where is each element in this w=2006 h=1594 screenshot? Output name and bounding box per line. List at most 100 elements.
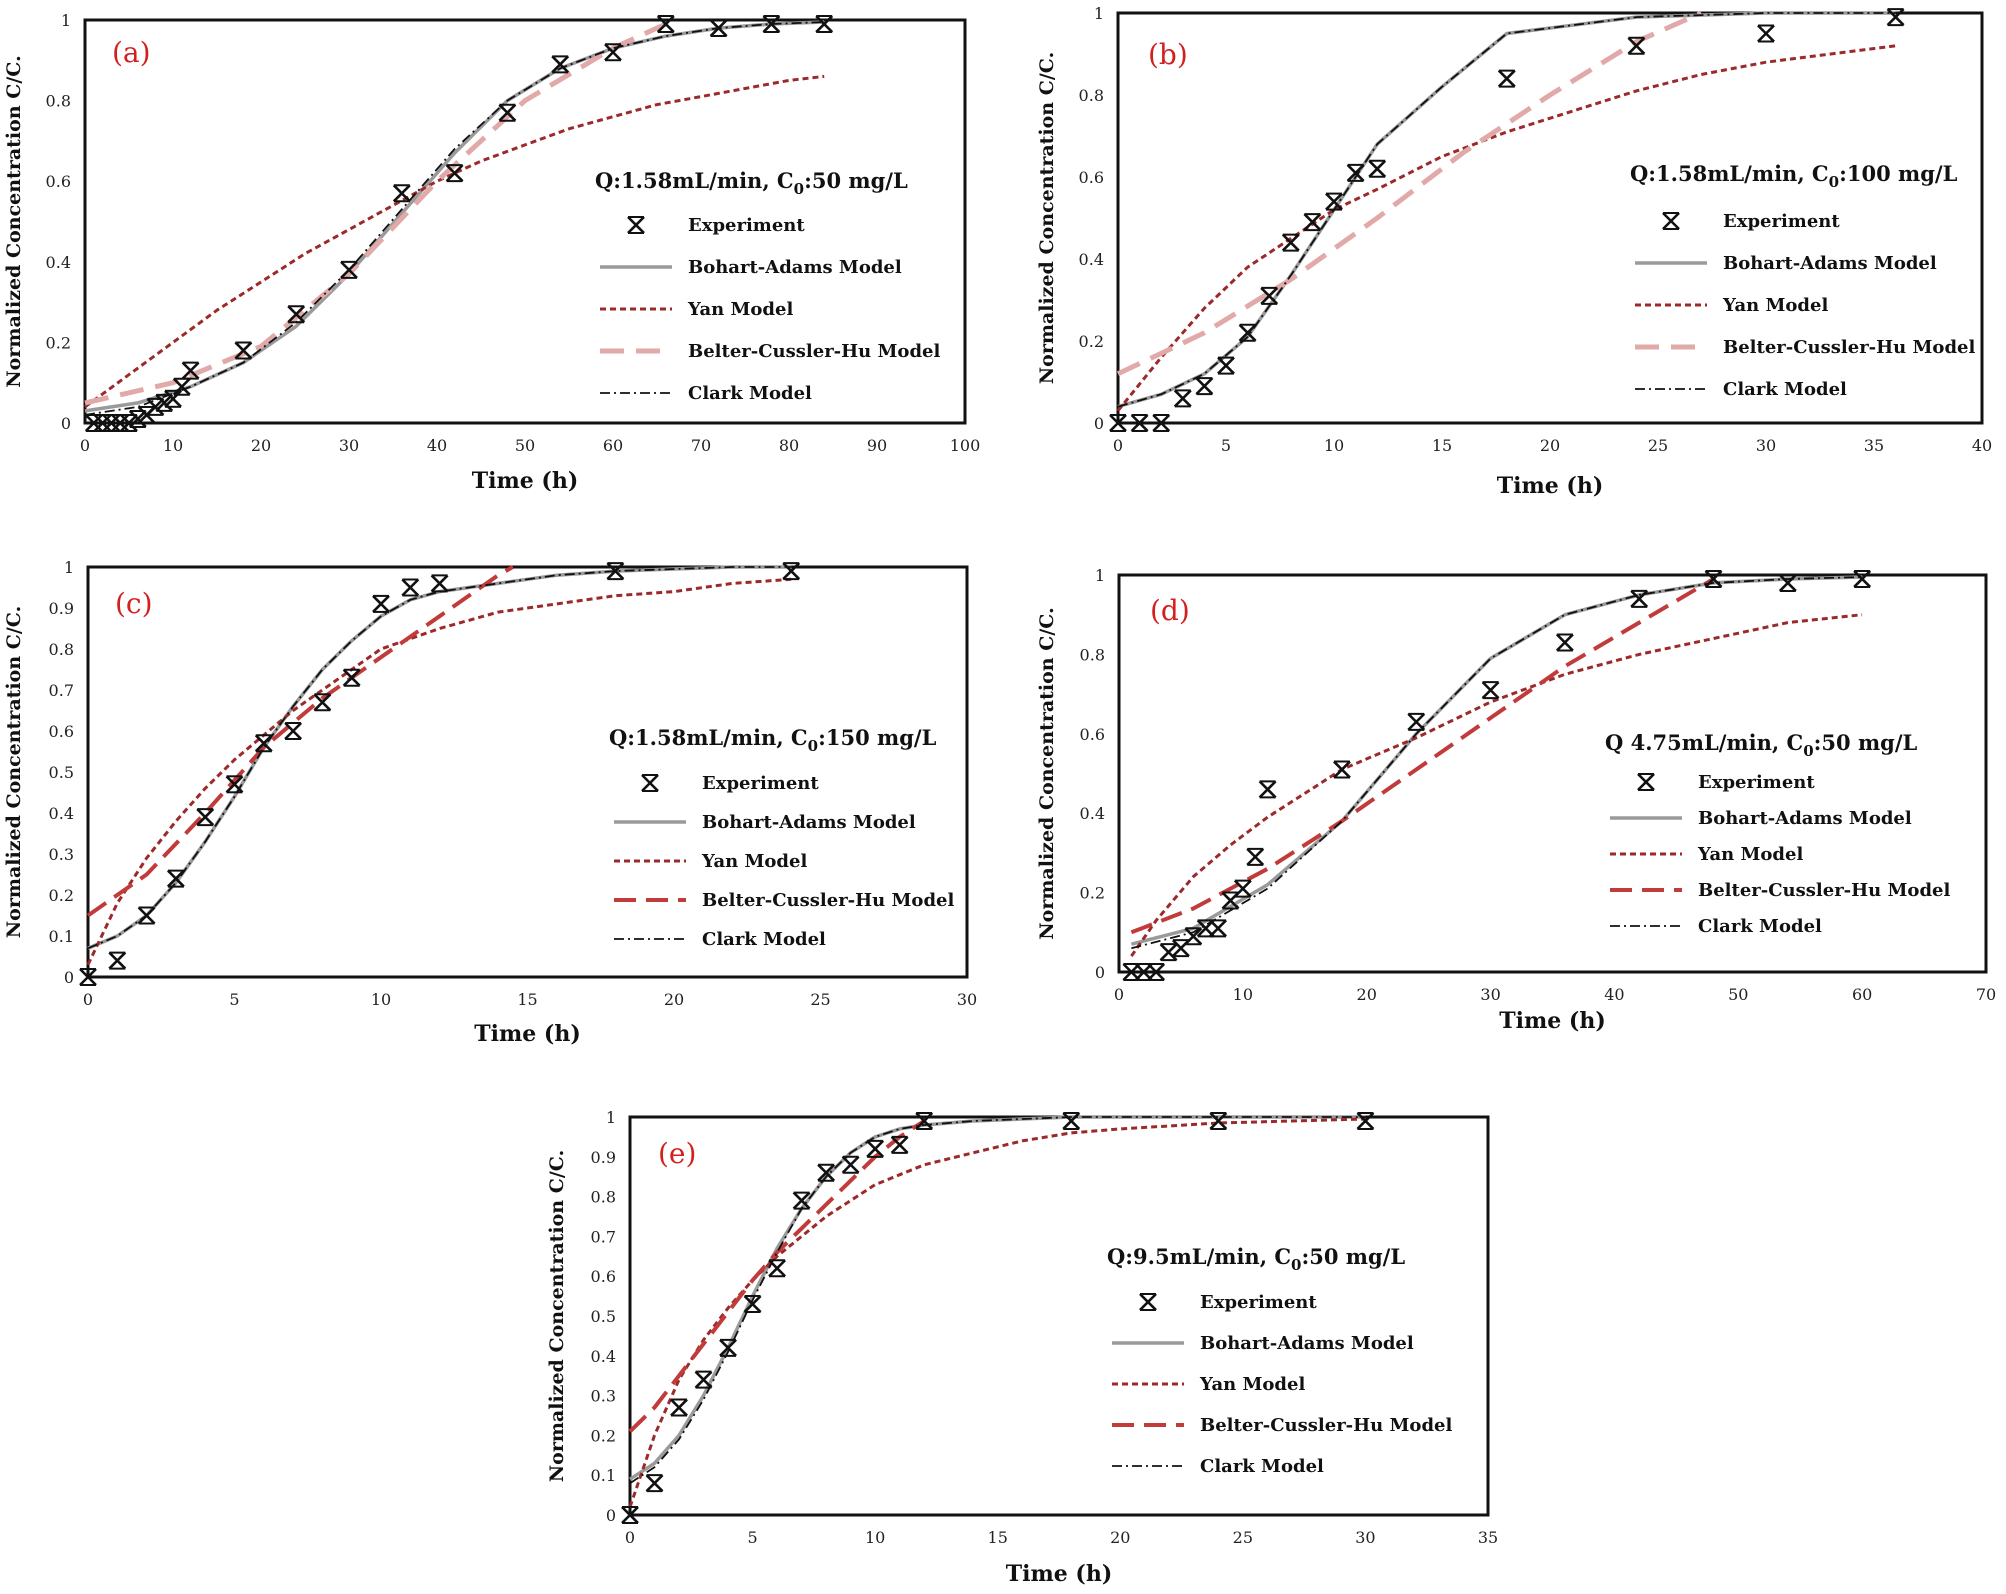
x-axis-label: Time (h) [472,468,578,494]
experiment-point [1555,633,1574,652]
y-tick-label: 0 [1095,963,1105,982]
experiment-point [1368,159,1387,178]
y-tick-label: 0.2 [1079,332,1104,351]
y-tick-label: 0.4 [591,1347,616,1366]
x-tick-label: 20 [251,436,271,455]
chart-panel-a: 0 10 20 30 40 50 60 70 80 90 100 0 0.2 0.4 0.6 0.8 1 Time… [3,11,980,494]
x-tick-label: 5 [1221,436,1231,455]
y-tick-label: 0.1 [49,927,74,946]
experiment-point [1209,1111,1228,1130]
y-tick-label: 0 [61,414,71,433]
experiment-point [166,869,185,888]
legend-label: Belter-Cussler-Hu Model [688,341,940,362]
x-tick-label: 25 [1233,1528,1253,1547]
experiment-point [445,164,464,183]
experiment-point [1757,24,1775,43]
legend-marker [1637,773,1655,791]
plot-area [83,18,967,425]
legend-entry: Yan Model [1112,1374,1305,1395]
experiment-point [1778,573,1797,592]
experiment-point [254,734,273,753]
y-tick-label: 1 [1095,566,1105,585]
plot-area [1116,11,1984,425]
experiment-point [79,968,97,986]
experiment-point [621,1506,639,1524]
x-tick-label: 30 [339,436,359,455]
y-axis-label: Normalized Concentration C/C. [1036,607,1058,939]
experiment-point [498,103,517,122]
x-tick-label: 0 [625,1528,635,1547]
y-tick-label: 0.4 [46,253,71,272]
legend-entry: Clark Model [1610,916,1822,937]
y-tick-label: 0.8 [49,640,74,659]
y-axis-label: Normalized Concentration C/C. [3,55,25,387]
experiment-point [1258,780,1277,799]
x-tick-label: 0 [83,990,93,1009]
x-tick-label: 40 [1604,985,1624,1004]
legend-label: Yan Model [701,851,807,872]
x-tick-label: 30 [1480,985,1500,1004]
legend-label: Belter-Cussler-Hu Model [702,890,954,911]
y-tick-label: 0.5 [49,763,74,782]
experiment-point [1147,963,1166,981]
legend-entry: Experiment [1139,1292,1317,1313]
x-tick-label: 40 [1972,436,1992,455]
legend-entry: Experiment [627,215,805,236]
experiment-point [1356,1111,1375,1130]
x-tick-label: 15 [1432,436,1452,455]
experiment-point [719,1338,737,1357]
experiment-point [890,1135,909,1154]
legend-entry: Clark Model [1112,1456,1324,1477]
y-tick-label: 0.4 [1080,804,1105,823]
experiment-point [196,808,215,827]
legend-label: Belter-Cussler-Hu Model [1200,1415,1452,1436]
x-tick-label: 80 [779,436,799,455]
series-yan-model [1130,613,1863,957]
x-tick-label: 30 [1756,436,1776,455]
y-axis-label: Normalized Concentration C/C. [3,606,25,938]
experiment-point [1481,681,1500,700]
experiment-point [1209,919,1228,938]
experiment-point [1109,414,1127,432]
x-tick-label: 0 [1113,436,1123,455]
series-yan-model [84,74,825,409]
experiment-point [1407,712,1426,731]
x-tick-label: 25 [1648,436,1668,455]
panel-label: (b) [1148,38,1188,71]
experiment-point [1217,356,1235,375]
x-tick-label: 50 [1728,985,1748,1004]
experiment-point [606,562,625,581]
experiment-point [287,305,306,324]
y-tick-label: 0.9 [591,1148,616,1167]
legend-label: Clark Model [1698,916,1822,937]
series-clark-model [1131,576,1863,950]
x-tick-label: 5 [229,990,239,1009]
experiment-point [1152,414,1171,432]
experiment-point [817,1163,836,1182]
y-tick-label: 1 [61,11,71,30]
x-tick-label: 20 [664,990,684,1009]
experiment-point [108,951,127,970]
legend-marker [1139,1293,1157,1311]
experiment-point [1853,569,1872,588]
y-tick-label: 0.2 [591,1426,616,1445]
y-tick-label: 0.7 [49,681,74,700]
condition-label: Q:9.5mL/min, C0:50 mg/L [1107,1244,1405,1274]
experiment-point [743,1295,762,1314]
experiment-point [694,1370,713,1389]
experiment-point [120,414,138,432]
x-tick-label: 15 [517,990,537,1009]
series-clark-model [84,21,825,416]
experiment-point [1886,8,1905,27]
experiment-point [709,19,728,38]
experiment-point [915,1111,934,1130]
series-belter-cussler-hu-model [1130,577,1715,935]
legend-label: Experiment [1698,772,1815,793]
legend-entry: Yan Model [614,851,807,872]
legend-label: Clark Model [1723,379,1847,400]
experiment-point [401,578,420,597]
chart-panel-c: 0 5 10 15 20 25 30 0 0.1 0.2 0.3 0.4 0.5 0.6 0.7 0.8 0.9… [3,558,977,1047]
legend-entry: Experiment [1662,211,1840,232]
experiment-point [1130,414,1149,432]
x-tick-label: 60 [603,436,623,455]
